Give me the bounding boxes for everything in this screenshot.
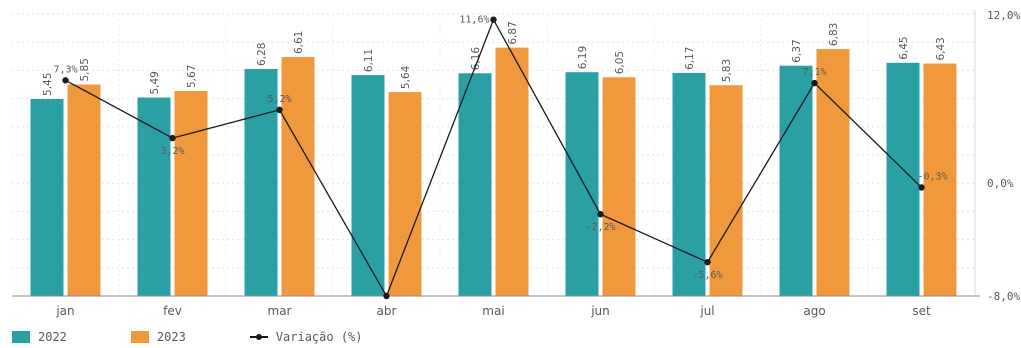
bar-2023-ago: [816, 49, 850, 296]
x-tick-fev: fev: [163, 304, 182, 318]
variation-label-set: -0,3%: [918, 171, 948, 182]
legend-label-variacao: Variação (%): [275, 330, 363, 344]
bar-label-2023-jan: 5,85: [79, 58, 91, 81]
bar-2023-jun: [602, 77, 636, 297]
legend-item-2023[interactable]: 2023: [130, 330, 186, 344]
bar-label-2023-jun: 6,05: [614, 51, 626, 74]
bar-label-2022-jun: 6,19: [577, 46, 589, 69]
legend-label-2023: 2023: [156, 330, 186, 344]
x-tick-jan: jan: [55, 304, 74, 318]
bar-2022-jul: [672, 72, 706, 296]
bar-2022-fev: [137, 97, 171, 296]
variation-label-jul: -5,6%: [692, 270, 722, 281]
legend-swatch-variacao: [249, 331, 268, 343]
y2-tick-labels: 12,0% 0,0% -8,0%: [987, 9, 1020, 303]
legend-swatch-2022: [12, 331, 30, 343]
bar-2022-ago: [779, 65, 813, 296]
x-tick-jun: jun: [590, 304, 610, 318]
bar-label-2022-ago: 6,37: [791, 39, 803, 62]
grid-lines: [12, 13, 975, 296]
x-tick-abr: abr: [377, 304, 397, 318]
bar-label-2023-fev: 5,67: [186, 65, 198, 88]
bar-2022-abr: [351, 75, 385, 296]
bar-label-2023-set: 6,43: [935, 37, 947, 60]
legend-item-variacao[interactable]: Variação (%): [249, 330, 363, 344]
bar-label-2022-jul: 6,17: [684, 47, 696, 70]
bar-2023-set: [923, 63, 957, 297]
variation-label-fev: 3,2%: [160, 146, 184, 157]
bar-label-2022-mar: 6,28: [256, 43, 268, 66]
bar-label-2023-ago: 6,83: [828, 23, 840, 46]
bar-2023-mar: [281, 57, 315, 297]
variation-point-set: [918, 184, 925, 191]
bar-2022-set: [886, 62, 920, 296]
variation-label-jun: -2,2%: [585, 222, 615, 233]
legend-item-2022[interactable]: 2022: [12, 330, 67, 344]
bar-label-2023-jul: 5,83: [721, 59, 733, 82]
x-tick-labels: jan fev mar abr mai jun jul ago set: [55, 304, 931, 318]
bar-label-2022-mai: 6,16: [470, 47, 482, 71]
x-tick-mai: mai: [482, 304, 504, 318]
y2-tick: -8,0%: [987, 290, 1020, 303]
bar-2023-abr: [388, 92, 422, 296]
variation-point-abr: [383, 292, 390, 300]
y2-tick: 0,0%: [987, 177, 1014, 190]
bar-label-2022-abr: 6,11: [363, 49, 375, 72]
x-tick-set: set: [912, 304, 931, 318]
bar-label-2022-fev: 5,49: [149, 71, 161, 94]
variation-line: [62, 16, 925, 300]
bar-2022-mar: [244, 68, 278, 296]
variation-point-ago: [811, 79, 818, 87]
variation-label-mar: 5,2%: [267, 94, 291, 105]
bar-2022-jun: [565, 72, 599, 296]
x-tick-mar: mar: [268, 304, 292, 318]
variation-point-jun: [597, 211, 604, 218]
bar-2022-mai: [458, 73, 492, 297]
legend: 2022 2023 Variação (%): [12, 330, 427, 344]
variation-point-mai: [490, 16, 497, 23]
bar-2023-jan: [67, 84, 101, 296]
bar-label-2022-jan: 5,45: [42, 73, 54, 96]
y2-tick: 12,0%: [987, 9, 1020, 22]
bar-data-labels: 5,45 5,85 5,49 5,67 6,28 6,61 6,11 5,64 6,16 6,87…: [42, 21, 947, 96]
variation-data-labels: 7,3% 3,2% 5,2% 11,6% -2,2% -5,6% 7,1% -0,3%: [53, 15, 947, 282]
axes: [12, 10, 980, 297]
variation-label-ago: 7,1%: [802, 67, 826, 78]
bar-2023-fev: [174, 91, 208, 296]
legend-label-2022: 2022: [38, 330, 67, 344]
variation-point-jul: [704, 258, 711, 266]
bar-2023-mai: [495, 47, 529, 296]
variation-point-mar: [276, 106, 283, 114]
variation-label-jan: 7,3%: [53, 64, 77, 75]
bars: [30, 47, 957, 297]
x-tick-jul: jul: [699, 304, 714, 318]
variation-point-jan: [62, 77, 69, 84]
bar-label-2022-set: 6,45: [898, 36, 910, 59]
bar-label-2023-mar: 6,61: [293, 31, 305, 54]
variation-label-mai: 11,6%: [459, 15, 489, 26]
legend-swatch-2023: [130, 331, 149, 343]
bar-2022-jan: [30, 98, 64, 296]
bar-label-2023-mai: 6,87: [507, 21, 519, 44]
x-tick-ago: ago: [803, 304, 825, 318]
bar-label-2023-abr: 5,64: [400, 65, 412, 89]
variation-point-fev: [169, 134, 176, 142]
bar-2023-jul: [709, 85, 743, 296]
